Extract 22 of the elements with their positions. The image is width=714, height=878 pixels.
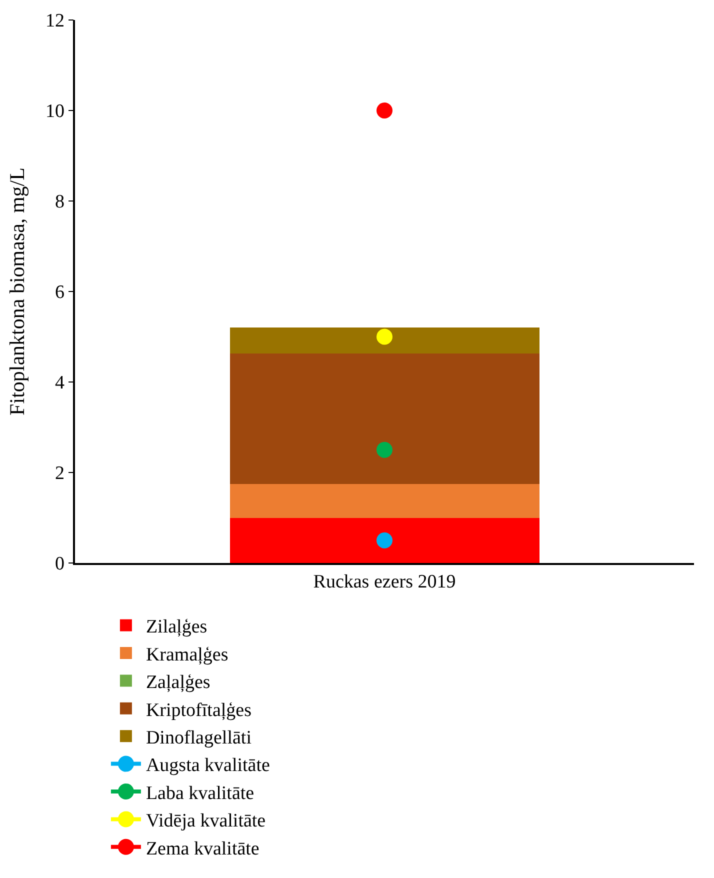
y-tick-label: 12 [45, 10, 64, 32]
legend-label: Zilaļģes [146, 616, 208, 638]
y-tick-label: 6 [54, 282, 64, 304]
bar [230, 484, 540, 518]
legend-label: Augsta kvalitāte [146, 755, 270, 776]
legend-label: Vidēja kvalitāte [146, 810, 266, 832]
legend-label: Kriptofītaļģes [146, 700, 252, 721]
legend-label: Laba kvalitāte [146, 782, 254, 804]
bar [230, 327, 540, 354]
y-tick-label: 2 [54, 463, 64, 484]
y-tick-label: 8 [54, 192, 64, 213]
y-tick-label: 4 [54, 372, 65, 394]
legend-label: Dinoflagellāti [146, 728, 252, 748]
bar [230, 518, 540, 563]
legend-label: Kramaļģes [146, 644, 228, 666]
y-tick-label: 0 [54, 554, 64, 575]
y-axis-title: Fitoplanktona biomasa, mg/L [5, 168, 30, 416]
legend-label: Zaļaļģes [146, 672, 210, 694]
legend-label: Zema kvalitāte [146, 838, 260, 860]
x-tick-label: Ruckas ezers 2019 [313, 572, 456, 593]
bar [230, 353, 540, 484]
y-tick-label: 10 [45, 101, 64, 122]
